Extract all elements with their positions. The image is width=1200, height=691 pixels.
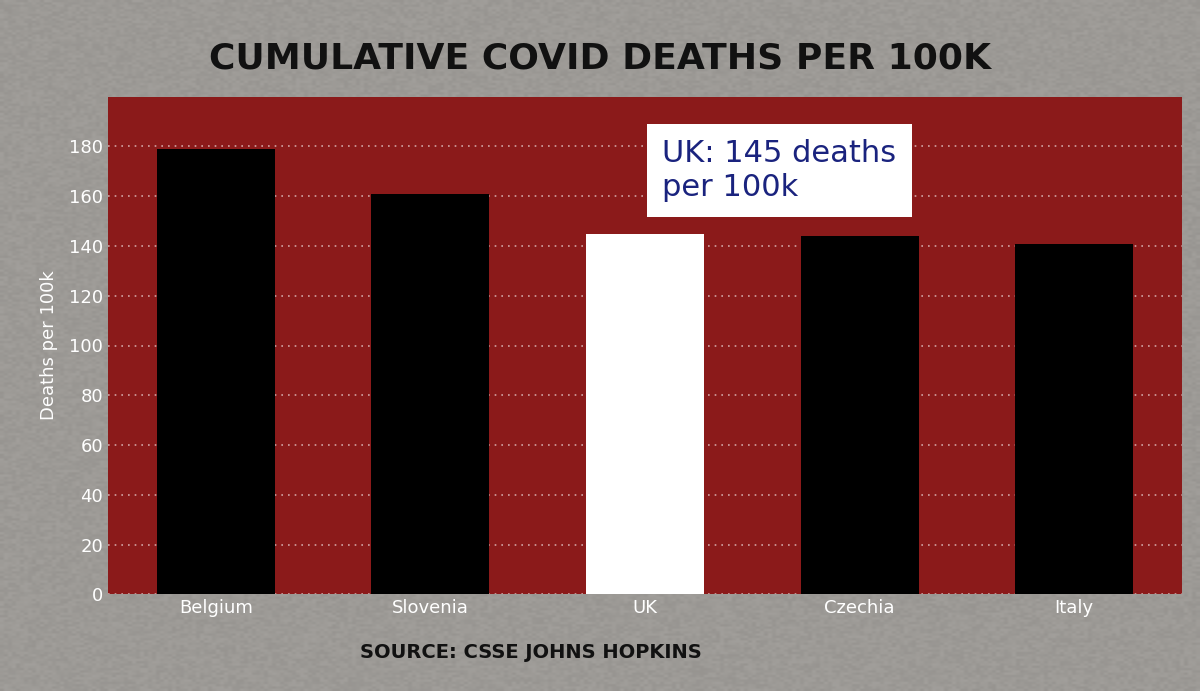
Bar [586,234,704,594]
Bar [372,193,490,594]
Bar [800,236,918,594]
Bar [157,149,275,594]
Text: UK: 145 deaths
per 100k: UK: 145 deaths per 100k [662,139,896,202]
Text: SOURCE: CSSE JOHNS HOPKINS: SOURCE: CSSE JOHNS HOPKINS [360,643,702,663]
Text: CUMULATIVE COVID DEATHS PER 100K: CUMULATIVE COVID DEATHS PER 100K [209,41,991,76]
Bar [1015,243,1133,594]
Y-axis label: Deaths per 100k: Deaths per 100k [40,271,58,420]
